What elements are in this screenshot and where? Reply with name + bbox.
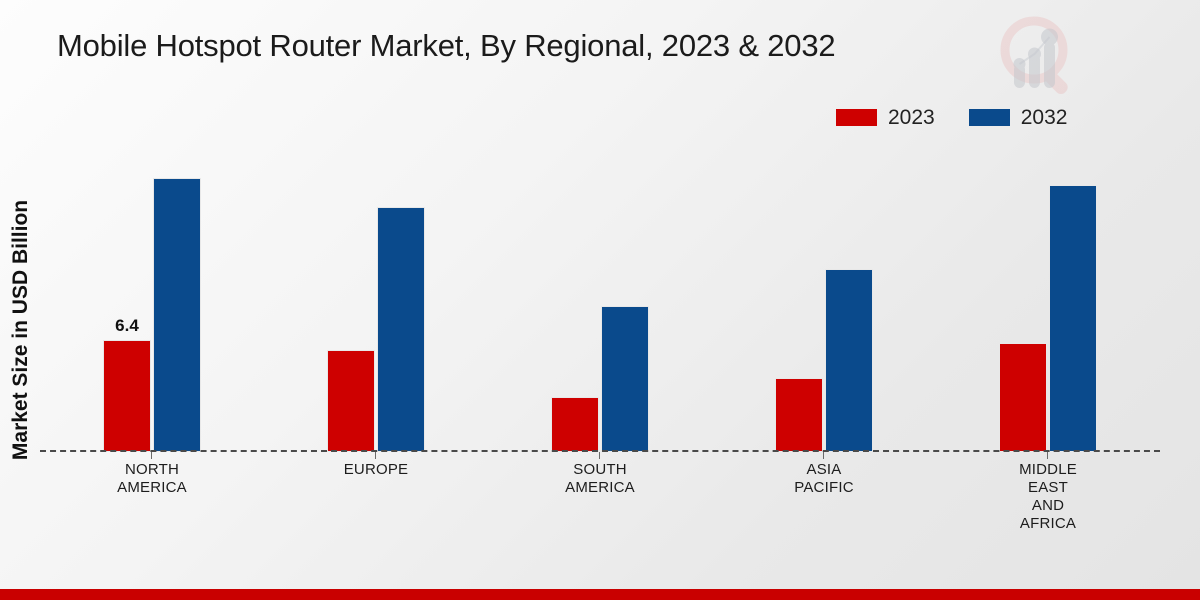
bar-group	[264, 151, 488, 459]
category-label-line: AMERICA	[565, 479, 635, 496]
bar-pair	[775, 269, 873, 459]
bar-2032-middle-east-and-africa[interactable]	[1049, 185, 1097, 452]
category-label-line: AND	[1031, 497, 1065, 514]
legend-label-2023: 2023	[888, 105, 935, 129]
category-label-middle-east-and-africa: MIDDLE EAST AND AFRICA	[936, 461, 1160, 561]
legend-item-2023[interactable]: 2023	[836, 107, 935, 128]
bar-pair	[551, 306, 649, 459]
bar-2032-asia-pacific[interactable]	[825, 269, 873, 452]
x-axis-tick	[375, 452, 376, 459]
category-label-line: SOUTH	[573, 461, 627, 478]
bar-group	[488, 151, 712, 459]
bar-2023-south-america[interactable]	[551, 397, 599, 452]
chart-legend: 2023 2032	[836, 104, 1067, 130]
legend-swatch-2023	[836, 108, 877, 126]
bar-group: 6.4	[40, 151, 264, 459]
bar-pair: 6.4	[103, 178, 201, 459]
bar-2032-europe[interactable]	[377, 207, 425, 452]
bar-value-label: 6.4	[115, 316, 139, 335]
category-label-line: NORTH	[124, 461, 180, 478]
x-axis-tick	[151, 452, 152, 459]
category-label-line: MIDDLE	[1019, 461, 1077, 478]
x-axis-category-labels: NORTH AMERICA EUROPE SOUTH AMERICA ASIA PACIFI…	[40, 461, 1160, 561]
category-label-north-america: NORTH AMERICA	[40, 461, 264, 561]
bar-2032-north-america[interactable]	[153, 178, 201, 452]
x-axis-baseline	[40, 450, 1160, 452]
bar-pair	[327, 207, 425, 459]
bar-2032-south-america[interactable]	[601, 306, 649, 452]
category-label-line: EAST	[1028, 479, 1068, 496]
legend-item-2032[interactable]: 2032	[968, 105, 1068, 129]
category-label-line: AMERICA	[117, 479, 187, 496]
page-title: Mobile Hotspot Router Market, By Regiona…	[57, 28, 836, 63]
category-label-line: ASIA	[806, 461, 842, 478]
plot-area: 6.4	[40, 150, 1160, 459]
bar-2023-europe[interactable]	[327, 350, 375, 452]
bottom-accent-stripe	[0, 589, 1200, 600]
bar-group	[712, 151, 936, 459]
category-label-south-america: SOUTH AMERICA	[488, 461, 712, 561]
bar-2023-asia-pacific[interactable]	[775, 378, 823, 452]
bar-groups: 6.4	[40, 151, 1160, 459]
bar-group	[936, 151, 1160, 459]
bar-2023-north-america[interactable]: 6.4	[103, 316, 151, 452]
category-label-line: PACIFIC	[794, 479, 854, 496]
category-label-line: AFRICA	[1019, 515, 1077, 532]
category-label-line: EUROPE	[343, 461, 409, 478]
category-label-europe: EUROPE	[264, 461, 488, 561]
watermark-logo-icon	[988, 8, 1092, 104]
x-axis-tick	[599, 452, 600, 459]
x-axis-tick	[823, 452, 824, 459]
category-label-asia-pacific: ASIA PACIFIC	[712, 461, 936, 561]
bar-2023-middle-east-and-africa[interactable]	[999, 343, 1047, 452]
bar-pair	[999, 185, 1097, 459]
legend-label-2032: 2032	[1020, 105, 1068, 129]
x-axis-tick	[1047, 452, 1048, 459]
y-axis-title: Market Size in USD Billion	[9, 199, 32, 461]
legend-swatch-2032	[968, 108, 1010, 126]
